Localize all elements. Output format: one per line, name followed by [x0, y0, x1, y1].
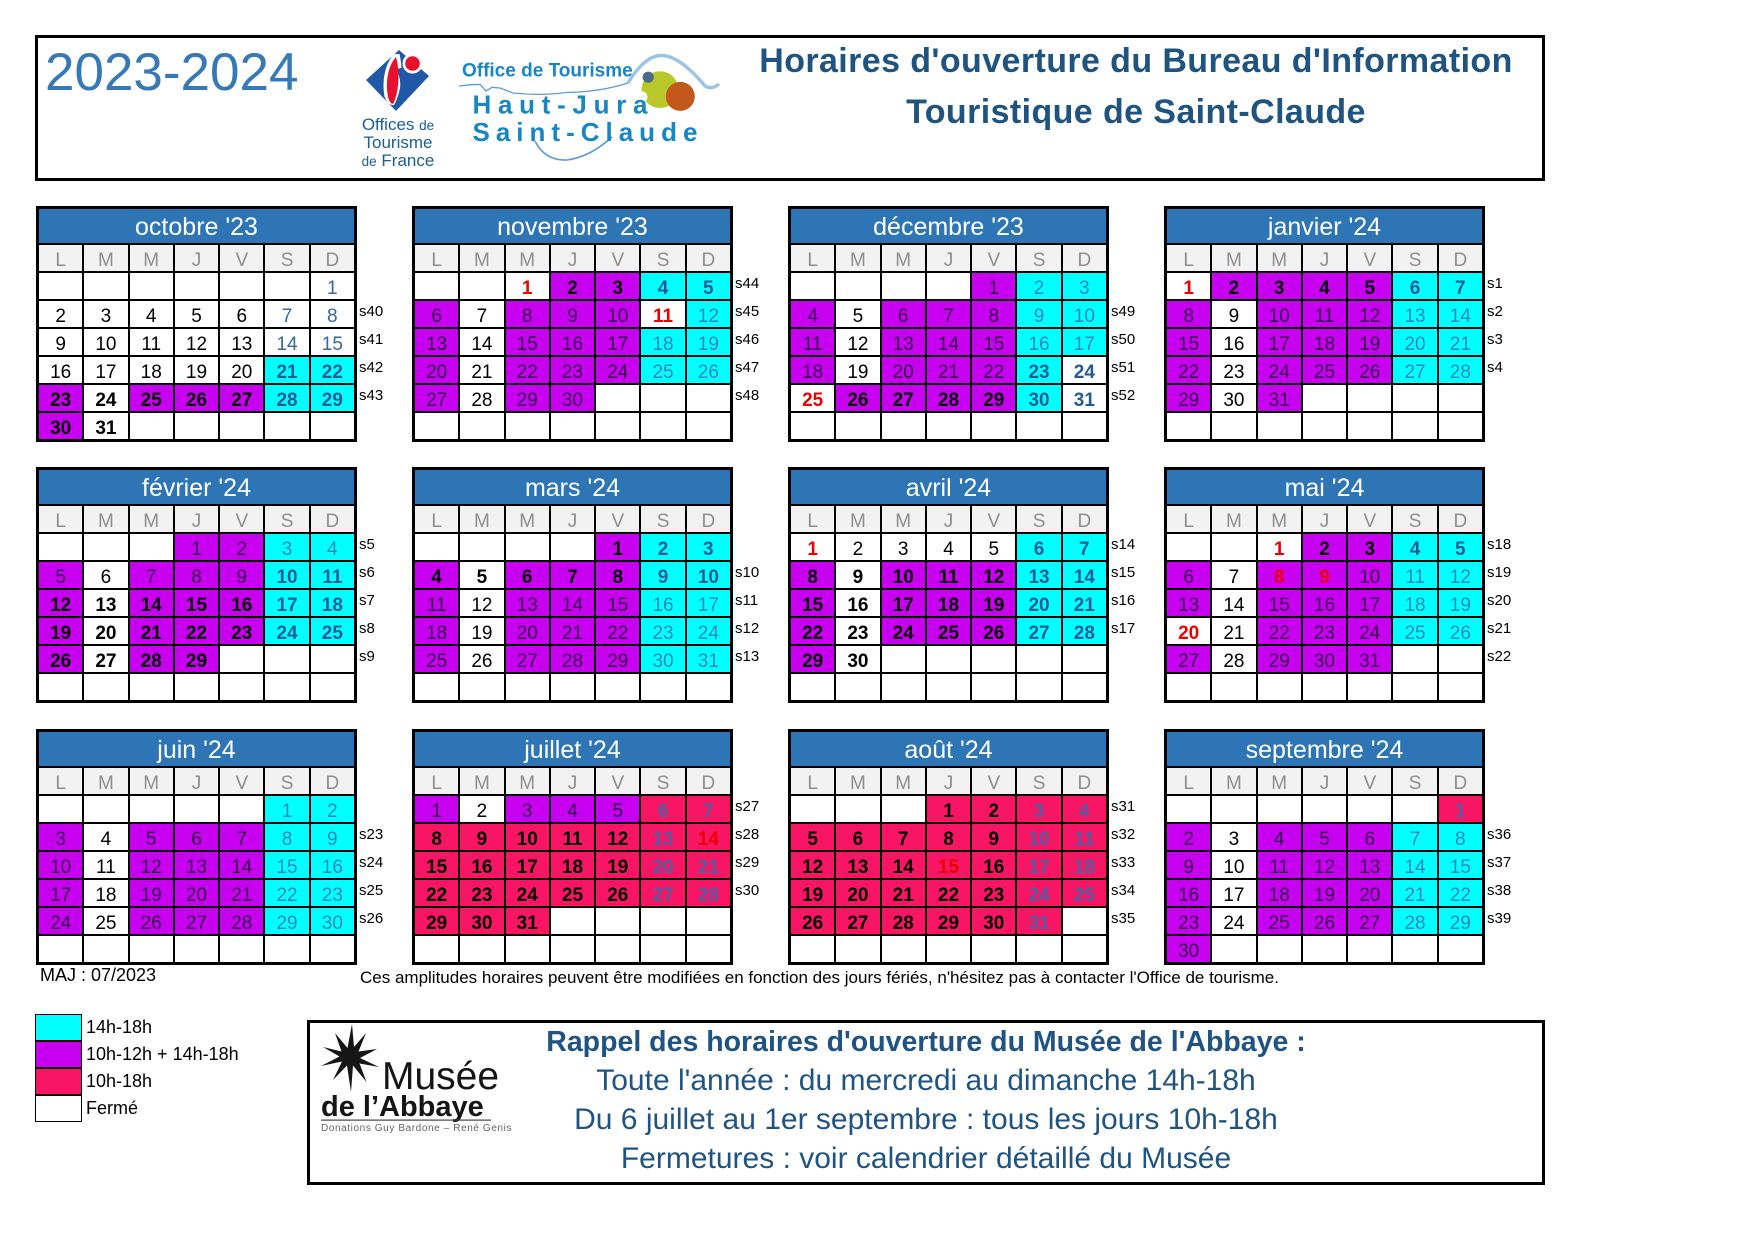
- svg-text:de France: de France: [362, 151, 435, 170]
- svg-text:Saint-Claude: Saint-Claude: [473, 117, 704, 147]
- svg-text:Musée: Musée: [382, 1055, 499, 1098]
- svg-text:Tourisme: Tourisme: [364, 133, 433, 152]
- svg-text:Donations Guy Bardone – René G: Donations Guy Bardone – René Genis: [321, 1123, 512, 1134]
- svg-text:Office de Tourisme: Office de Tourisme: [462, 61, 633, 82]
- svg-text:de l’Abbaye: de l’Abbaye: [321, 1091, 484, 1123]
- svg-text:Offices de: Offices de: [362, 115, 434, 134]
- svg-text:Haut-Jura: Haut-Jura: [473, 90, 655, 120]
